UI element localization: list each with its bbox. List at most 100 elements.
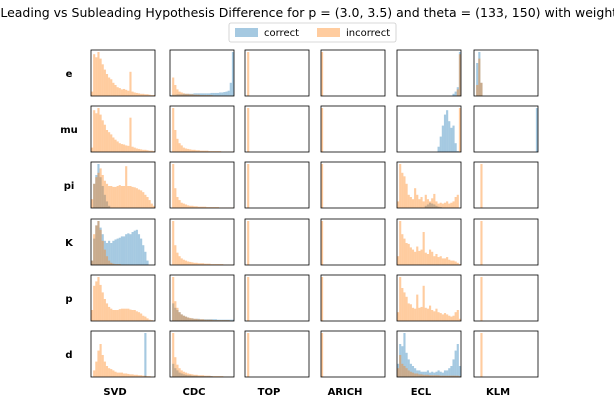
bar-incorrect <box>219 264 222 265</box>
bar-incorrect <box>172 277 175 321</box>
bar-incorrect <box>247 52 250 96</box>
bar-incorrect <box>137 312 141 321</box>
bar-incorrect <box>441 203 444 208</box>
bar-incorrect <box>108 186 111 208</box>
bar-incorrect <box>424 374 427 377</box>
bar-correct <box>208 376 211 377</box>
panel-frame <box>473 49 539 97</box>
bar-incorrect <box>95 361 98 377</box>
bar-incorrect <box>93 285 96 321</box>
bar-incorrect <box>146 197 149 208</box>
bar-incorrect <box>95 281 98 321</box>
panel-frame <box>473 274 539 322</box>
bar-incorrect <box>93 110 96 152</box>
bar-correct <box>202 376 205 377</box>
bar-incorrect <box>448 375 451 377</box>
bar-incorrect <box>135 188 138 208</box>
bar-correct <box>476 63 479 96</box>
panel-d-ARICH <box>320 330 386 378</box>
bar-incorrect <box>182 371 185 377</box>
bar-correct <box>178 372 181 377</box>
bar-incorrect <box>405 243 408 265</box>
legend-label-correct: correct <box>264 28 299 39</box>
bar-correct <box>180 314 183 321</box>
bar-incorrect <box>414 373 417 377</box>
panel-frame <box>396 274 462 322</box>
bar-incorrect <box>458 376 461 377</box>
bar-incorrect <box>110 134 113 152</box>
bar-correct <box>480 82 483 96</box>
bar-incorrect <box>208 375 211 377</box>
panel-frame <box>169 161 235 209</box>
bar-incorrect <box>172 108 175 152</box>
bar-incorrect <box>174 85 177 96</box>
row-label-d: d <box>65 350 72 361</box>
bar-correct <box>441 125 444 152</box>
bar-incorrect <box>433 256 436 265</box>
panel-frame <box>473 105 539 153</box>
bar-correct <box>208 93 211 96</box>
panel-frame <box>169 49 235 97</box>
bar-correct <box>184 93 188 96</box>
bar-incorrect <box>480 82 483 96</box>
bar-incorrect <box>446 201 449 208</box>
bar-incorrect <box>456 89 459 96</box>
bar-incorrect <box>144 194 147 208</box>
panel-pi-KLM <box>473 161 539 209</box>
bar-incorrect <box>193 374 196 377</box>
bar-correct <box>195 93 198 96</box>
bar-incorrect <box>191 94 194 96</box>
bar-incorrect <box>146 376 149 377</box>
bar-correct <box>189 318 192 321</box>
bar-incorrect <box>101 64 104 96</box>
bar-incorrect <box>411 199 415 208</box>
bar-incorrect <box>172 333 175 377</box>
bar-incorrect <box>184 204 188 208</box>
bar-correct <box>229 319 232 321</box>
bar-incorrect <box>448 315 451 321</box>
bar-incorrect <box>176 197 179 208</box>
bar-correct <box>456 344 459 377</box>
bar-correct <box>95 225 98 265</box>
bar-incorrect <box>118 372 121 377</box>
bar-incorrect <box>431 251 434 265</box>
bar-correct <box>437 206 440 208</box>
bar-correct <box>180 373 183 377</box>
bar-incorrect <box>110 186 113 208</box>
bar-incorrect <box>193 262 196 265</box>
bar-correct <box>191 375 194 377</box>
bar-incorrect <box>399 164 402 208</box>
bar-correct <box>184 374 188 377</box>
bar-correct <box>110 243 113 265</box>
bar-correct <box>187 93 190 96</box>
bar-correct <box>144 251 147 265</box>
panel-frame <box>244 161 310 209</box>
bar-incorrect <box>397 312 400 321</box>
bar-incorrect <box>105 366 109 377</box>
panel-p-KLM <box>473 274 539 322</box>
bar-correct <box>125 234 128 265</box>
bar-correct <box>178 94 181 96</box>
panel-frame <box>90 330 156 378</box>
bar-correct <box>204 376 207 377</box>
bar-incorrect <box>435 308 438 321</box>
bar-incorrect <box>202 95 205 96</box>
panel-frame <box>473 161 539 209</box>
bar-correct <box>216 92 220 96</box>
bar-incorrect <box>247 108 250 152</box>
row-label-e: e <box>66 69 73 80</box>
bar-incorrect <box>411 249 415 265</box>
bar-incorrect <box>93 370 96 377</box>
bar-incorrect <box>403 366 406 377</box>
bar-incorrect <box>125 145 128 152</box>
bar-correct <box>193 318 196 321</box>
bar-incorrect <box>187 148 190 152</box>
bar-incorrect <box>105 183 109 208</box>
bar-correct <box>414 368 417 377</box>
column-label-ecl: ECL <box>411 387 432 398</box>
bar-incorrect <box>433 311 436 321</box>
bar-incorrect <box>321 277 324 321</box>
bar-incorrect <box>195 374 198 377</box>
panel-frame <box>90 161 156 209</box>
bar-incorrect <box>93 54 96 96</box>
